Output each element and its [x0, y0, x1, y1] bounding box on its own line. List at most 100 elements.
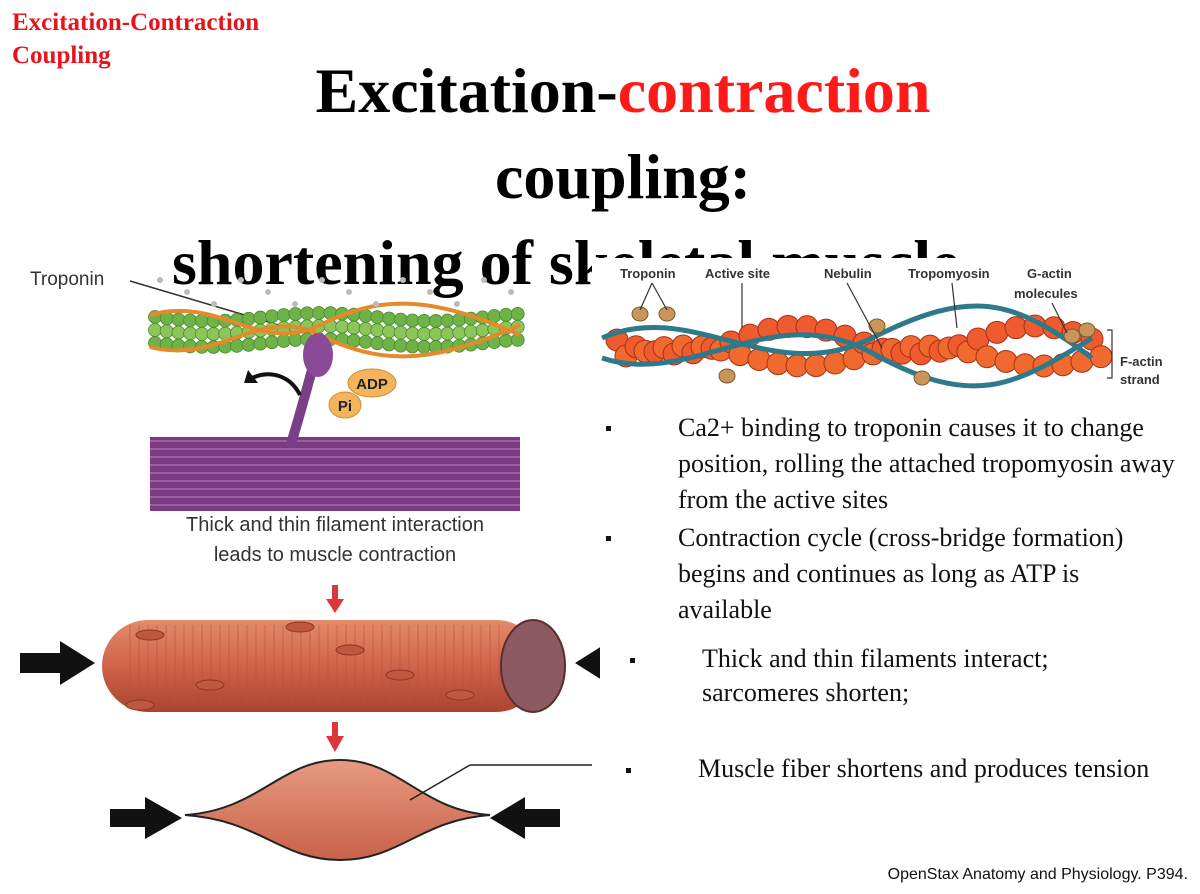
label-nebulin: Nebulin [824, 266, 872, 281]
g-actin [229, 338, 244, 353]
nucleus [385, 669, 415, 681]
g-actin [985, 320, 1009, 344]
g-actin [171, 325, 186, 340]
fiber-cross-section [500, 619, 566, 713]
g-actin [766, 352, 790, 376]
g-actin [253, 336, 268, 351]
muscle-fiber [102, 620, 542, 712]
g-actin [499, 333, 513, 348]
g-actin [382, 311, 396, 326]
caption-line: leads to muscle contraction [214, 544, 456, 566]
calcium-ion [346, 289, 352, 295]
fiber-striations [125, 621, 500, 711]
corner-label: Excitation-Contraction Coupling [12, 6, 259, 72]
label-pi: Pi [338, 398, 352, 415]
g-actin [183, 326, 198, 341]
push-arrow [575, 647, 600, 679]
corner-line: Coupling [12, 42, 111, 69]
g-actin [475, 323, 490, 338]
g-actin [417, 327, 432, 341]
troponin [913, 370, 931, 386]
g-actin [288, 333, 303, 347]
calcium-ion [454, 301, 460, 307]
g-actin [452, 325, 467, 340]
g-actin [1089, 345, 1113, 369]
title-line: Excitation-contraction [0, 48, 1200, 134]
push-arrow [20, 641, 95, 685]
calcium-ion [265, 289, 271, 295]
left-figure: Troponin ADP Pi Thick and thin filament … [20, 269, 600, 862]
label-g-actin: G-actin [1027, 266, 1072, 281]
pi-molecule [328, 391, 362, 419]
calcium-ion [481, 277, 487, 283]
calcium-ion [373, 301, 379, 307]
g-actin [335, 319, 350, 334]
thin-filament [148, 277, 525, 359]
red-arrow [326, 585, 344, 613]
g-actin [265, 335, 279, 350]
tropomyosin [149, 301, 521, 337]
g-actin [405, 339, 420, 354]
nucleus [125, 699, 155, 711]
g-actin [183, 313, 198, 328]
tropomyosin [600, 303, 1094, 361]
label-troponin: Troponin [30, 269, 104, 290]
g-actin [499, 307, 513, 322]
g-actin [405, 313, 420, 328]
title-line: coupling: [494, 141, 752, 212]
push-arrow [110, 797, 182, 839]
bullet: Ca2+ binding to troponin causes it to ch… [606, 410, 1178, 518]
g-actin [370, 336, 385, 351]
tropomyosin [601, 332, 1094, 389]
corner-line: Excitation-Contraction [12, 9, 260, 36]
myosin-head [303, 333, 333, 377]
calcium-ion [319, 277, 325, 283]
g-actin [194, 313, 209, 328]
troponin [631, 306, 649, 322]
troponin [658, 306, 676, 322]
troponin [718, 368, 736, 384]
g-actin [311, 306, 326, 320]
troponin [1063, 328, 1081, 344]
g-actin [276, 334, 291, 348]
calcium-ion [184, 289, 190, 295]
g-actin [148, 323, 162, 337]
g-actin [358, 334, 373, 349]
label-active-site: Active site [705, 266, 770, 281]
g-actin [463, 324, 478, 339]
g-actin [194, 326, 209, 341]
leader-line [409, 764, 471, 801]
title-part: Excitation- [315, 55, 618, 126]
g-actin [276, 308, 291, 322]
leader-lines [639, 282, 1113, 379]
g-actin [417, 340, 432, 354]
g-actin [510, 306, 525, 321]
g-actin [159, 324, 174, 339]
troponin [868, 318, 886, 334]
g-actin [975, 345, 999, 369]
calcium-ion [211, 301, 217, 307]
g-actin [393, 312, 408, 327]
g-actin [358, 308, 373, 323]
red-arrow [326, 722, 344, 752]
g-actin [405, 326, 420, 341]
g-actin [440, 326, 455, 341]
g-actin [265, 309, 279, 324]
g-actin [370, 310, 385, 325]
g-actin [346, 320, 361, 335]
nucleus [285, 621, 315, 633]
g-actin [300, 306, 315, 321]
calcium-ion [157, 277, 163, 283]
g-actin [393, 325, 408, 340]
calcium-ion [238, 277, 244, 283]
g-actin [823, 351, 847, 375]
nucleus [135, 629, 165, 641]
thick-filament-stripes [150, 440, 520, 506]
adp-molecule [347, 368, 397, 398]
g-actin [288, 307, 303, 321]
bullet: Thick and thin filaments interact; sarco… [630, 642, 1142, 710]
g-actin [417, 314, 432, 328]
bullet: Contraction cycle (cross-bridge formatio… [606, 520, 1178, 628]
g-actin [171, 312, 186, 327]
